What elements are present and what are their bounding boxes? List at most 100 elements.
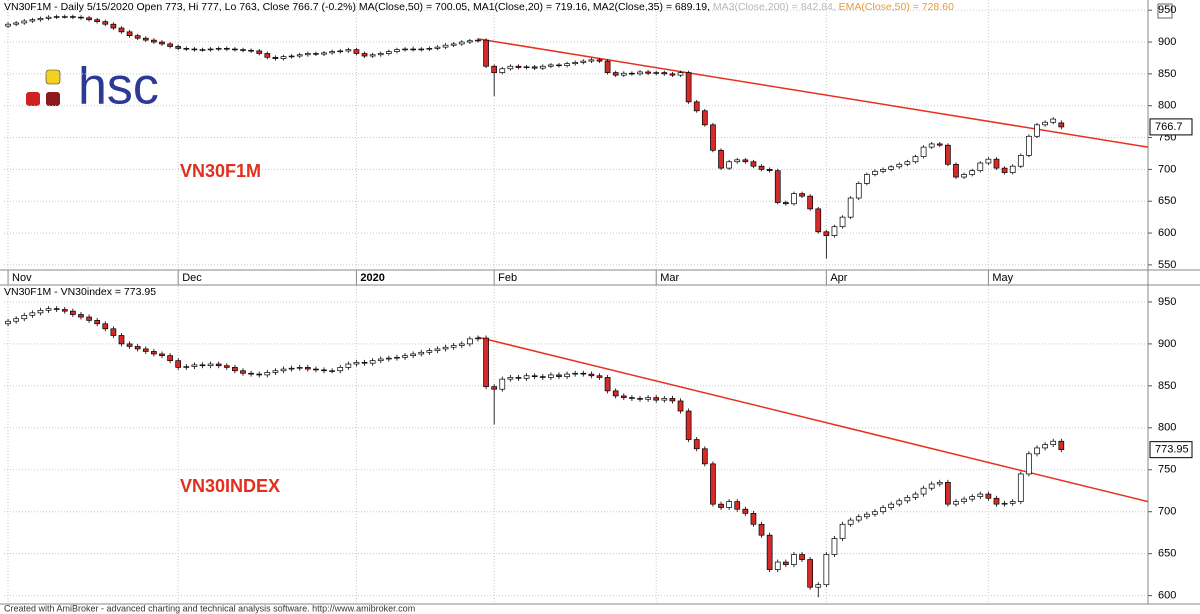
candle-body [855, 183, 862, 199]
candle-body [774, 170, 781, 203]
candle-body [880, 169, 886, 172]
candle-body [151, 39, 157, 43]
candle-body [693, 101, 700, 112]
candle-body [799, 554, 805, 560]
candle-body [272, 370, 279, 373]
candle-body [872, 511, 878, 515]
candle-body [880, 507, 886, 513]
candle-body [353, 362, 360, 365]
candle-body [491, 386, 498, 390]
candle-body [450, 345, 457, 348]
candle-body [199, 364, 206, 367]
y-tick-label: 850 [1158, 380, 1176, 392]
candle-body [499, 68, 506, 73]
candle-body [240, 49, 246, 51]
candle-body [1001, 167, 1008, 173]
logo-square [45, 69, 61, 85]
candle-body [215, 363, 222, 367]
candle-body [5, 23, 11, 27]
candle-body [361, 362, 368, 364]
candle-body [928, 483, 935, 489]
candle-body [580, 60, 587, 63]
candle-body [580, 372, 587, 375]
candle-body [523, 66, 530, 69]
candle-body [823, 231, 830, 236]
candle-body [872, 170, 878, 175]
candle-body [750, 161, 757, 167]
candle-body [556, 374, 562, 377]
candle-body [86, 316, 92, 321]
candle-body [1058, 440, 1065, 451]
candle-body [337, 367, 344, 372]
y-tick-label: 900 [1158, 338, 1176, 350]
candle-body [142, 37, 149, 41]
candle-body [507, 377, 514, 380]
x-tick-label: 2020 [360, 272, 384, 284]
candle-body [718, 503, 724, 508]
candle-body [742, 508, 749, 514]
candle-body [264, 372, 271, 376]
candle-body [1050, 440, 1057, 445]
candle-body [369, 54, 376, 57]
candle-body [977, 162, 984, 172]
candle-body [37, 18, 44, 21]
candle-body [134, 35, 141, 39]
candle-body [936, 481, 943, 485]
candle-body [1017, 155, 1024, 167]
candle-body [969, 170, 976, 175]
candle-body [426, 48, 433, 50]
candle-body [977, 493, 984, 497]
candle-body [596, 375, 603, 378]
candle-body [766, 534, 773, 570]
candle-body [928, 143, 935, 148]
candle-body [126, 31, 133, 37]
candle-body [434, 348, 441, 351]
candle-body [710, 463, 716, 505]
candle-body [701, 448, 708, 465]
logo-square [46, 92, 60, 106]
candle-body [61, 16, 68, 18]
candle-body [142, 348, 149, 352]
candle-body [531, 375, 538, 377]
candle-body [191, 364, 198, 367]
candle-body [661, 72, 668, 75]
candle-body [750, 513, 757, 525]
candle-body [596, 59, 603, 62]
candle-body [985, 493, 992, 499]
candle-body [110, 328, 117, 336]
candle-body [507, 65, 514, 70]
candle-body [604, 377, 611, 392]
candle-body [531, 66, 538, 69]
candle-body [896, 163, 903, 168]
candle-body [945, 144, 951, 165]
candle-body [774, 561, 781, 570]
candle-body [604, 60, 611, 73]
candle-body [442, 44, 449, 48]
candle-body [256, 373, 263, 376]
candle-body [1058, 122, 1065, 128]
candle-body [1034, 447, 1040, 455]
candle-body [701, 110, 708, 126]
candle-body [207, 363, 214, 367]
candle-body [945, 481, 951, 505]
candle-body [483, 39, 489, 67]
candle-body [548, 64, 554, 67]
candle-body [791, 193, 797, 205]
candle-body [515, 65, 522, 68]
candle-body [1042, 444, 1048, 449]
candle-body [1042, 121, 1048, 126]
header-part: MA1(Close,20) = 719.16, [473, 1, 593, 13]
last-price-box [1149, 441, 1193, 459]
candle-body [29, 19, 36, 22]
candle-body [215, 48, 222, 50]
candle-body [888, 166, 895, 170]
series-label: VN30INDEX [180, 476, 280, 496]
footer: Created with AmiBroker - advanced charti… [4, 603, 415, 613]
header-part: MA2(Close,35) = 689.19, [593, 1, 713, 13]
y-tick-label: 600 [1158, 227, 1176, 239]
y-tick-label: 700 [1158, 506, 1176, 518]
candle-body [21, 20, 28, 24]
candle-body [410, 48, 417, 51]
candle-body [912, 156, 919, 163]
candle-body [199, 49, 206, 51]
